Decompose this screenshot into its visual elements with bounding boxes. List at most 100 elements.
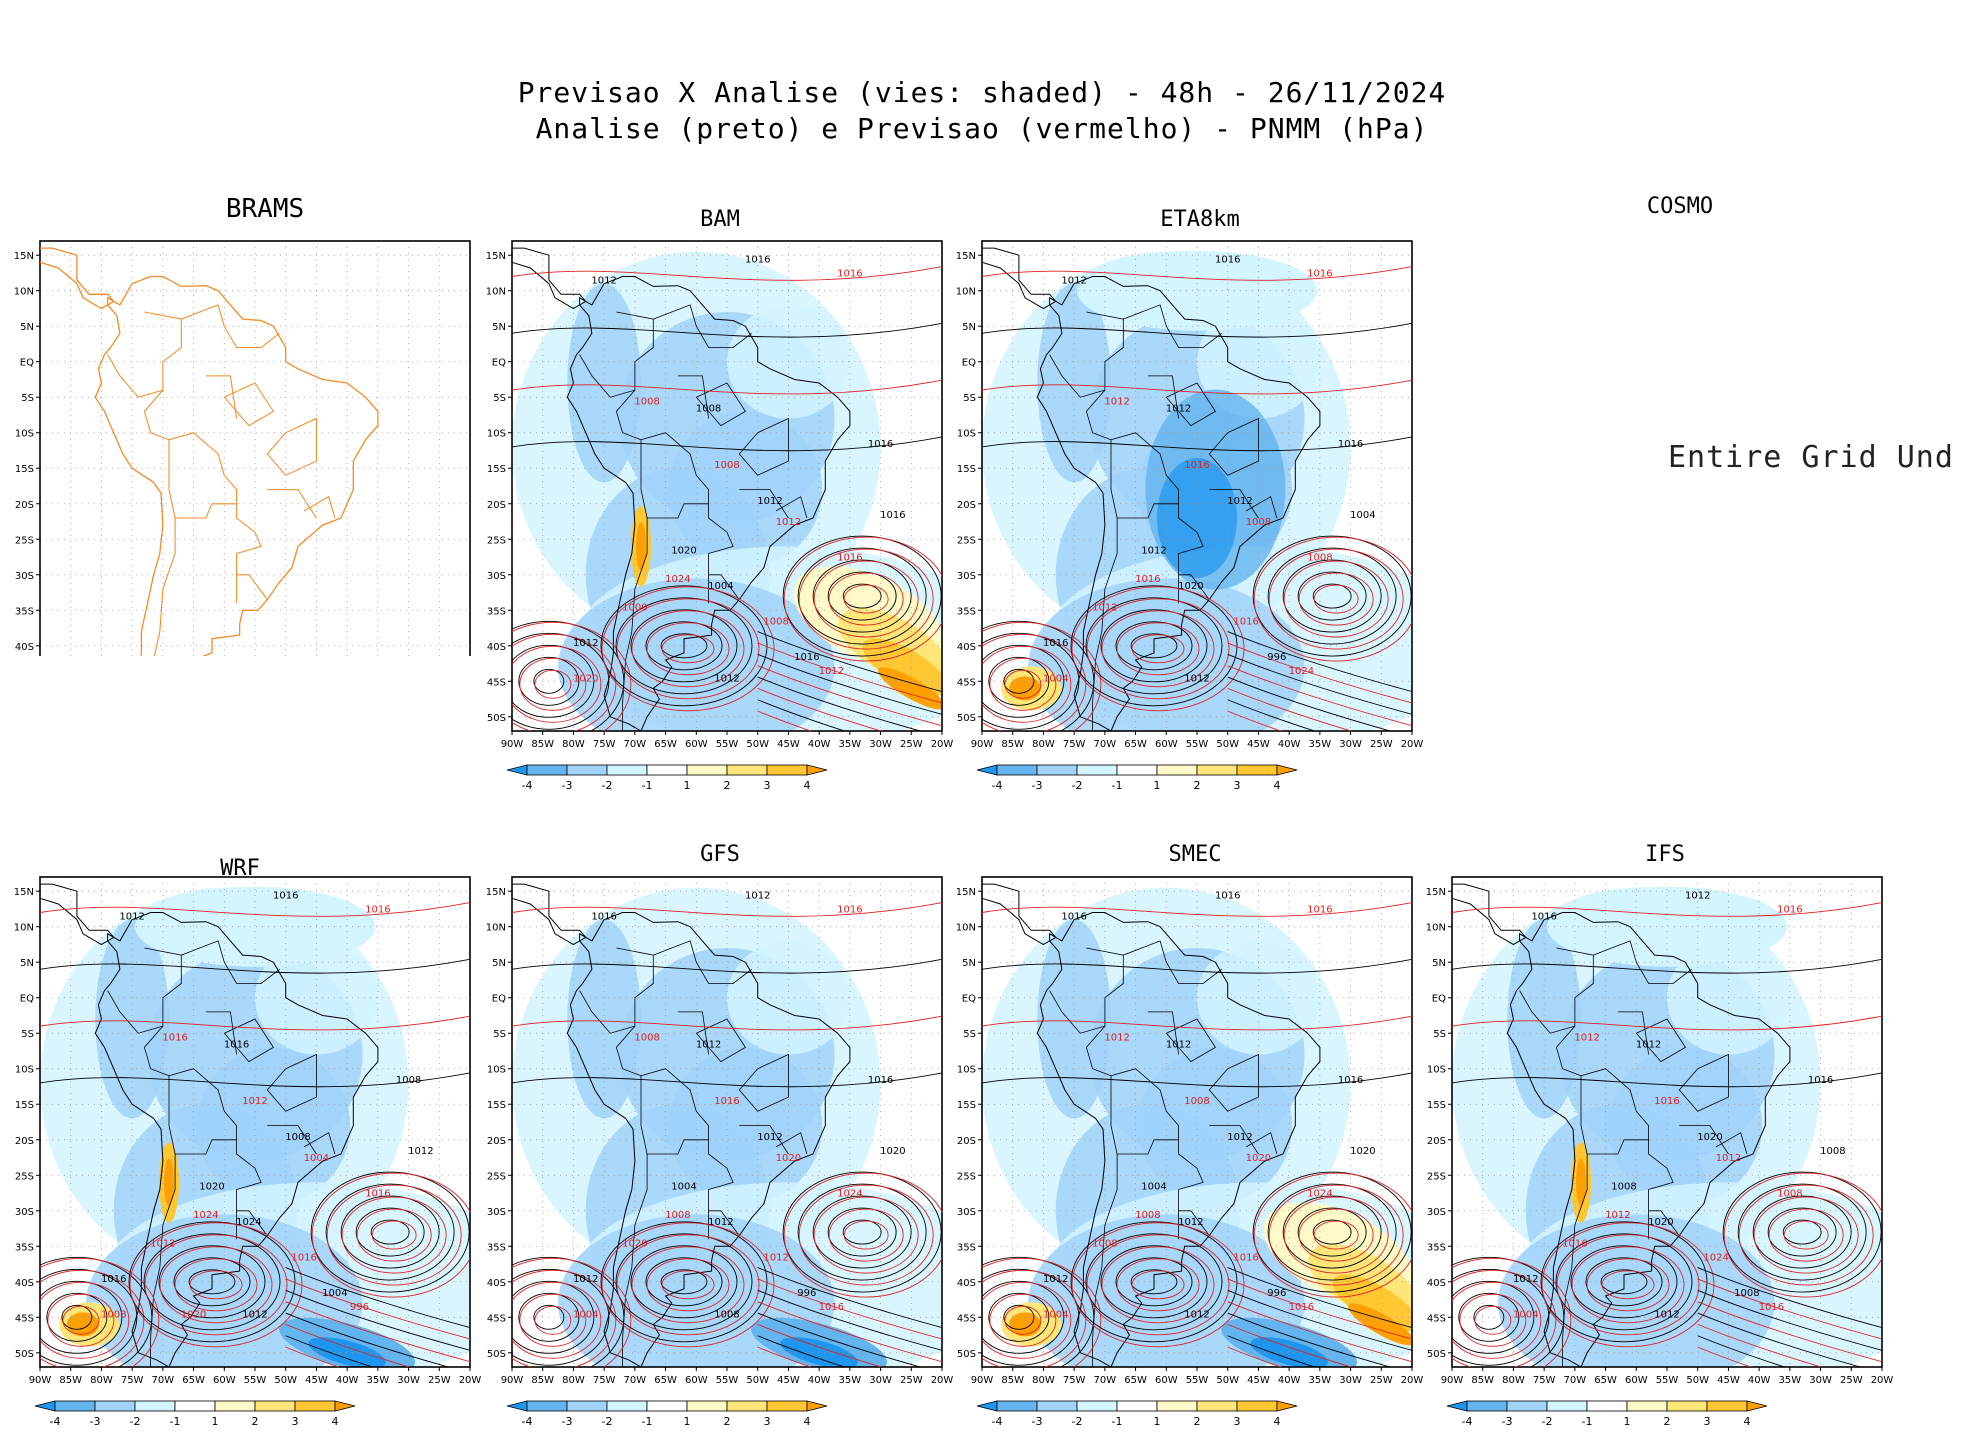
ifs-colorbar-tick: 1: [1624, 1415, 1631, 1428]
wrf-colorbar-tick: 4: [332, 1415, 339, 1428]
wrf-isobar-tropical: [40, 1015, 470, 1031]
wrf-isobar-forecast: [356, 1208, 432, 1262]
smec-colorbar-segment: [1036, 1400, 1078, 1412]
ifs-colorbar-arrow-left: [1446, 1400, 1468, 1412]
bam-isobar-label: 1016: [794, 652, 819, 663]
gfs-lon-label: 20W: [931, 1375, 954, 1386]
bam-isobar-analysis: [600, 585, 768, 707]
bam-isobar-forecast: [512, 621, 632, 731]
wrf-isobar-label: 1024: [236, 1217, 261, 1228]
bam-lon-label: 20W: [931, 739, 954, 750]
smec-lon-label: 55W: [1186, 1375, 1209, 1386]
smec-isobar-label: 1020: [1350, 1146, 1375, 1157]
gfs-lat-label: 45S: [487, 1313, 506, 1324]
ifs-isobar-analysis: [1555, 1233, 1693, 1331]
ifs-colorbar-arrow-right: [1746, 1400, 1768, 1412]
gfs-lat-label: 5S: [493, 1029, 506, 1040]
eta8km-colorbar-segment: [1116, 764, 1158, 776]
bam-central-america: [511, 247, 587, 310]
wrf-isobar-forecast: [62, 1305, 100, 1335]
gfs-isobar-analysis: [512, 1268, 610, 1366]
figure-title-line1: Previsao X Analise (vies: shaded) - 48h …: [517, 76, 1447, 109]
bam-colorbar-segment: [566, 764, 608, 776]
smec-colorbar-segment: [1116, 1400, 1158, 1412]
eta8km-isobar-analysis: [1100, 609, 1208, 683]
eta8km-isobar-analysis: [1282, 559, 1382, 633]
gfs-isobar-analysis: [827, 1207, 897, 1257]
gfs-lon-label: 75W: [593, 1375, 616, 1386]
wrf-lon-label: 50W: [274, 1375, 297, 1386]
ifs-isobar-analysis: [1540, 1221, 1708, 1343]
gfs-lon-label: 85W: [531, 1375, 554, 1386]
gfs-isobar-analysis: [615, 1233, 753, 1331]
bam-lon-label: 35W: [839, 739, 862, 750]
bam-isobar-label: 1004: [708, 581, 733, 592]
wrf-lat-label: 5S: [21, 1029, 34, 1040]
smec-colorbar-arrow-left: [976, 1400, 998, 1412]
wrf-colorbar-segment: [174, 1400, 216, 1412]
bam-colorbar-segment: [766, 764, 808, 776]
gfs-isobar-forecast: [843, 1220, 889, 1250]
ifs-isobar-label: 1008: [1611, 1181, 1636, 1192]
wrf-lon-label: 20W: [459, 1375, 482, 1386]
wrf-colorbar-segment: [134, 1400, 176, 1412]
eta8km-lon-label: 20W: [1401, 739, 1424, 750]
ifs-isobar-label: 1012: [1685, 890, 1710, 901]
gfs-lat-label: 10S: [487, 1065, 506, 1076]
wrf-colorbar-tick: 2: [252, 1415, 259, 1428]
eta8km-isobar-analysis: [988, 656, 1050, 706]
wrf-isobar-label: 996: [350, 1302, 369, 1313]
bam-colorbar: -4 -3 -2 -1 1 2 3 4: [506, 764, 828, 792]
ifs-isobar-forecast: [1452, 1281, 1542, 1359]
figure-title-line2: Analise (preto) e Previsao (vermelho) - …: [535, 112, 1429, 145]
ifs-colorbar-tick: -4: [1462, 1415, 1473, 1428]
ifs-lat-label: 40S: [1427, 1278, 1446, 1289]
smec-colorbar-tick: -2: [1072, 1415, 1083, 1428]
wrf-lon-label: 85W: [59, 1375, 82, 1386]
wrf-colorbar-segment: [54, 1400, 96, 1412]
bam-lat-label: 35S: [487, 606, 506, 617]
panel-eta8km: 15N 10N 5N EQ 5S 10S 15S 20S 25S 30S 35S 40S 45S 50S 9…: [952, 226, 1432, 800]
wrf-colorbar-tick: -4: [50, 1415, 61, 1428]
wrf-lon-label: 35W: [367, 1375, 390, 1386]
smec-isobar-forecast: [1253, 1172, 1412, 1298]
ifs-isobar-analysis: [1600, 1269, 1648, 1295]
smec-isobar-tropical: [982, 1015, 1412, 1031]
gfs-isobar-band: [757, 1289, 942, 1351]
wrf-isobar-analysis: [158, 1245, 266, 1319]
ifs-colorbar-segment: [1466, 1400, 1508, 1412]
wrf-isobar-analysis: [40, 1256, 153, 1367]
gfs-colorbar-tick: -1: [642, 1415, 653, 1428]
eta8km-colorbar-tick: -3: [1032, 779, 1043, 792]
smec-isobar-label: 1016: [1215, 890, 1240, 901]
eta8km-lat-label: 15N: [956, 251, 976, 262]
bam-borders: [579, 304, 808, 731]
eta8km-lat-label: EQ: [962, 358, 976, 369]
ifs-colorbar-segment: [1506, 1400, 1548, 1412]
panel-title-gfs: GFS: [700, 842, 740, 867]
bam-isobar-tropical: [512, 379, 942, 395]
wrf-isobar-forecast: [129, 1222, 303, 1348]
smec-isobar-analysis: [1100, 1245, 1208, 1319]
eta8km-colorbar-tick: 3: [1234, 779, 1241, 792]
gfs-lon-label: 90W: [501, 1375, 524, 1386]
bam-isobar-analysis: [615, 597, 753, 695]
smec-isobar-tropical: [982, 958, 1412, 974]
gfs-isobar-analysis: [518, 1292, 580, 1342]
smec-isobar-label: 1020: [1246, 1153, 1271, 1164]
gfs-colorbar-tick: -2: [602, 1415, 613, 1428]
gfs-lat-label: 35S: [487, 1242, 506, 1253]
ifs-lat-label: 10N: [1426, 923, 1446, 934]
gfs-isobar-forecast: [661, 1270, 715, 1300]
gfs-isobar-label: 1012: [696, 1039, 721, 1050]
smec-lat-label: 10N: [956, 923, 976, 934]
eta8km-isobar-forecast: [1268, 548, 1404, 650]
wrf-colorbar-tick: -1: [170, 1415, 181, 1428]
wrf-isobar-forecast: [311, 1172, 470, 1298]
smec-isobar-forecast: [982, 1257, 1102, 1367]
ifs-isobar-label: 1012: [1654, 1309, 1679, 1320]
wrf-isobar-band: [285, 1278, 470, 1340]
bam-colorbar-tick: 3: [764, 779, 771, 792]
ifs-bias-andes-core: [1576, 1158, 1586, 1207]
eta8km-isobar-analysis: [1297, 571, 1367, 621]
